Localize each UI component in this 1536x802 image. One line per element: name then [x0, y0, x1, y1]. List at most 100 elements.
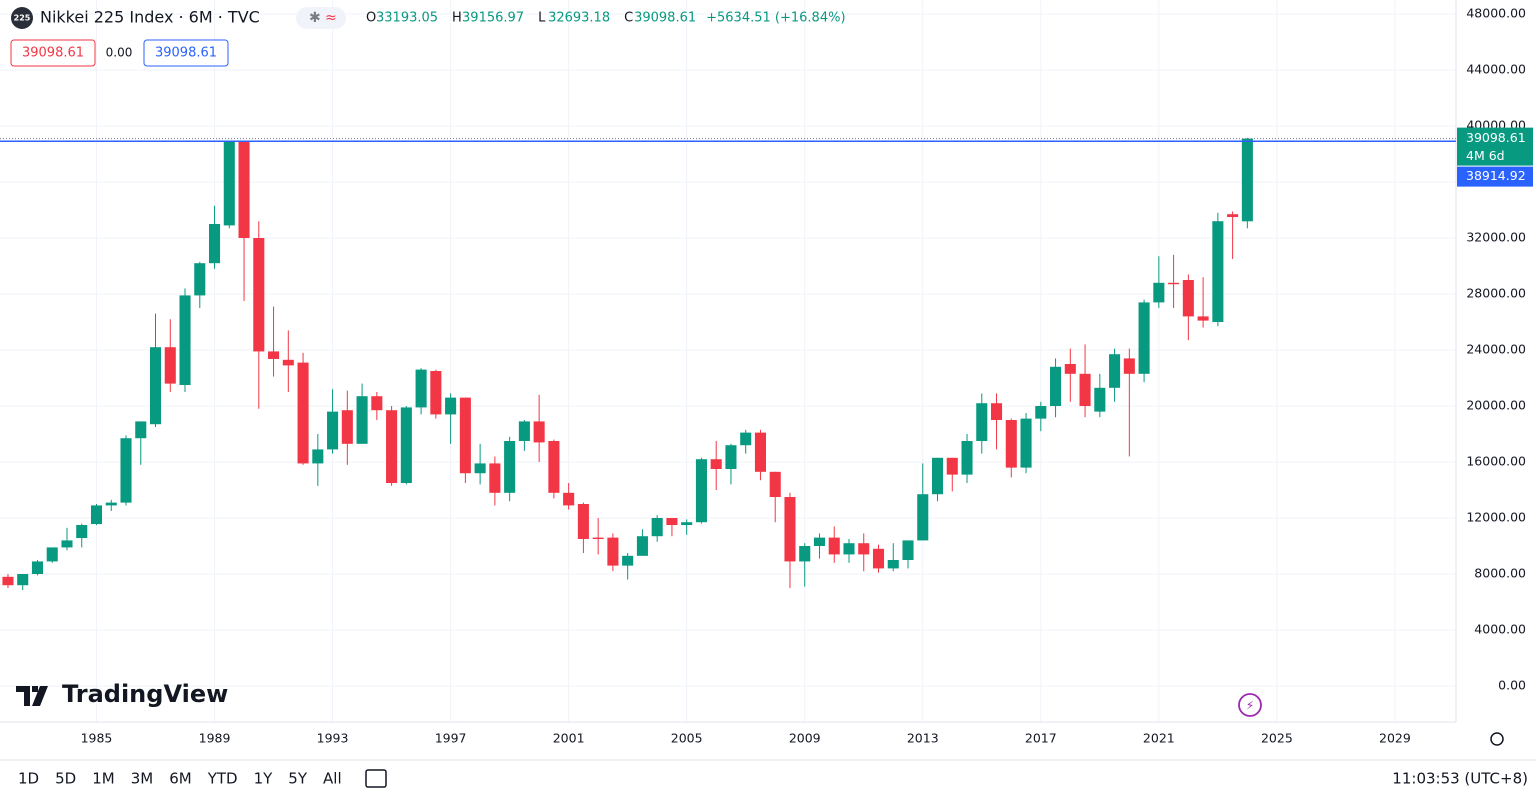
candle-body	[961, 441, 973, 475]
date-range-icon[interactable]	[365, 769, 387, 788]
candle-body	[1212, 221, 1224, 323]
candle-body	[46, 547, 58, 562]
range-button[interactable]: 1D	[18, 770, 39, 788]
status-pill[interactable]	[296, 7, 346, 29]
candle-body	[1094, 387, 1106, 412]
candle-body	[356, 396, 368, 444]
y-tick-label: 4000.00	[1474, 622, 1526, 637]
candle-body	[120, 438, 132, 503]
candle-body	[1035, 406, 1047, 419]
spread: 0.00	[106, 46, 133, 60]
range-button[interactable]: All	[323, 770, 342, 788]
y-tick-label: 48000.00	[1466, 6, 1526, 21]
candle-body	[135, 421, 147, 439]
x-tick-label: 2017	[1025, 731, 1057, 746]
settings-icon[interactable]	[1490, 732, 1504, 746]
candle-body	[946, 457, 958, 475]
ohlc-key: L	[538, 11, 546, 26]
x-tick-label: 2009	[789, 731, 821, 746]
ohlc-value: 39098.61	[634, 11, 696, 26]
candle-body	[976, 403, 988, 442]
events-icon-glyph: ⚡	[1246, 699, 1254, 713]
candle-body	[784, 497, 796, 562]
candle-body	[76, 525, 88, 539]
candle-body	[799, 546, 811, 562]
candle-body	[917, 494, 929, 541]
candle-body	[445, 397, 457, 415]
y-tick-label: 32000.00	[1466, 230, 1526, 245]
candle-body	[149, 347, 162, 425]
ohlc-key: O	[366, 11, 376, 26]
clock[interactable]: 11:03:53 (UTC+8)	[1392, 770, 1528, 788]
candle-body	[17, 574, 29, 586]
countdown: 4M 6d	[1466, 148, 1505, 163]
candle-body	[666, 518, 678, 526]
y-tick-label: 28000.00	[1466, 286, 1526, 301]
ohlc-value: 32693.18	[548, 11, 610, 26]
chart-title[interactable]: Nikkei 225 Index · 6M · TVC	[40, 8, 260, 27]
x-tick-label: 1985	[81, 731, 113, 746]
candle-body	[61, 540, 73, 548]
candle-body	[1064, 364, 1076, 374]
candle-body	[651, 518, 663, 537]
candle-body	[548, 441, 560, 493]
range-button[interactable]: 1M	[92, 770, 115, 788]
candle-body	[194, 263, 206, 296]
candle-body	[1050, 366, 1062, 407]
candle-body	[238, 141, 250, 239]
range-button[interactable]: 5D	[55, 770, 76, 788]
candle-body	[991, 403, 1003, 421]
events-icon[interactable]	[1238, 693, 1262, 717]
candle-body	[105, 502, 117, 506]
candle-body	[1138, 302, 1150, 374]
y-tick-label: 12000.00	[1466, 510, 1526, 525]
candle-body	[1020, 418, 1032, 468]
ohlc-key: C	[624, 11, 633, 26]
status-icon: ≈	[325, 10, 337, 26]
candle-body	[504, 441, 516, 493]
x-tick-label: 2025	[1261, 731, 1293, 746]
candle-body	[607, 537, 619, 566]
candle-body	[577, 504, 589, 540]
ohlc-value: 33193.05	[376, 11, 438, 26]
candle-body	[312, 449, 324, 464]
buy-badge[interactable]	[143, 39, 229, 67]
candle-body	[1079, 373, 1091, 407]
symbol-icon[interactable]	[11, 7, 33, 29]
x-tick-label: 2029	[1379, 731, 1411, 746]
candle-body	[459, 397, 471, 474]
range-button[interactable]: 3M	[131, 770, 154, 788]
range-button[interactable]: 1Y	[254, 770, 274, 788]
candle-body	[489, 463, 501, 493]
sell-badge[interactable]	[10, 39, 96, 67]
candle-body	[341, 410, 353, 444]
candle-body	[858, 543, 870, 555]
candle-body	[725, 445, 737, 470]
logo-mark	[16, 686, 48, 706]
candle-body	[695, 459, 707, 523]
status-icon: ✱	[309, 10, 321, 26]
candle-body	[813, 537, 826, 547]
candle-body	[1005, 420, 1017, 468]
candle-body	[754, 432, 766, 472]
x-tick-label: 2005	[671, 731, 703, 746]
range-button[interactable]: 6M	[169, 770, 192, 788]
x-tick-label: 2001	[553, 731, 585, 746]
candle-body	[902, 540, 914, 561]
candle-body	[415, 369, 427, 408]
candle-body	[828, 537, 840, 555]
candle-body	[1168, 282, 1180, 285]
candle-body	[769, 471, 781, 498]
ohlc-key: H	[452, 11, 462, 26]
buy-price: 39098.61	[155, 46, 217, 61]
range-button[interactable]: 5Y	[288, 770, 308, 788]
candle-body	[297, 362, 309, 464]
candle-body	[931, 457, 944, 495]
candle-body	[268, 351, 280, 359]
candle-body	[327, 411, 339, 450]
range-button[interactable]: YTD	[207, 770, 238, 788]
logo[interactable]: TradingView	[62, 680, 228, 708]
symbol-icon-text: 225	[14, 14, 31, 23]
last-price-tag	[1457, 127, 1533, 166]
